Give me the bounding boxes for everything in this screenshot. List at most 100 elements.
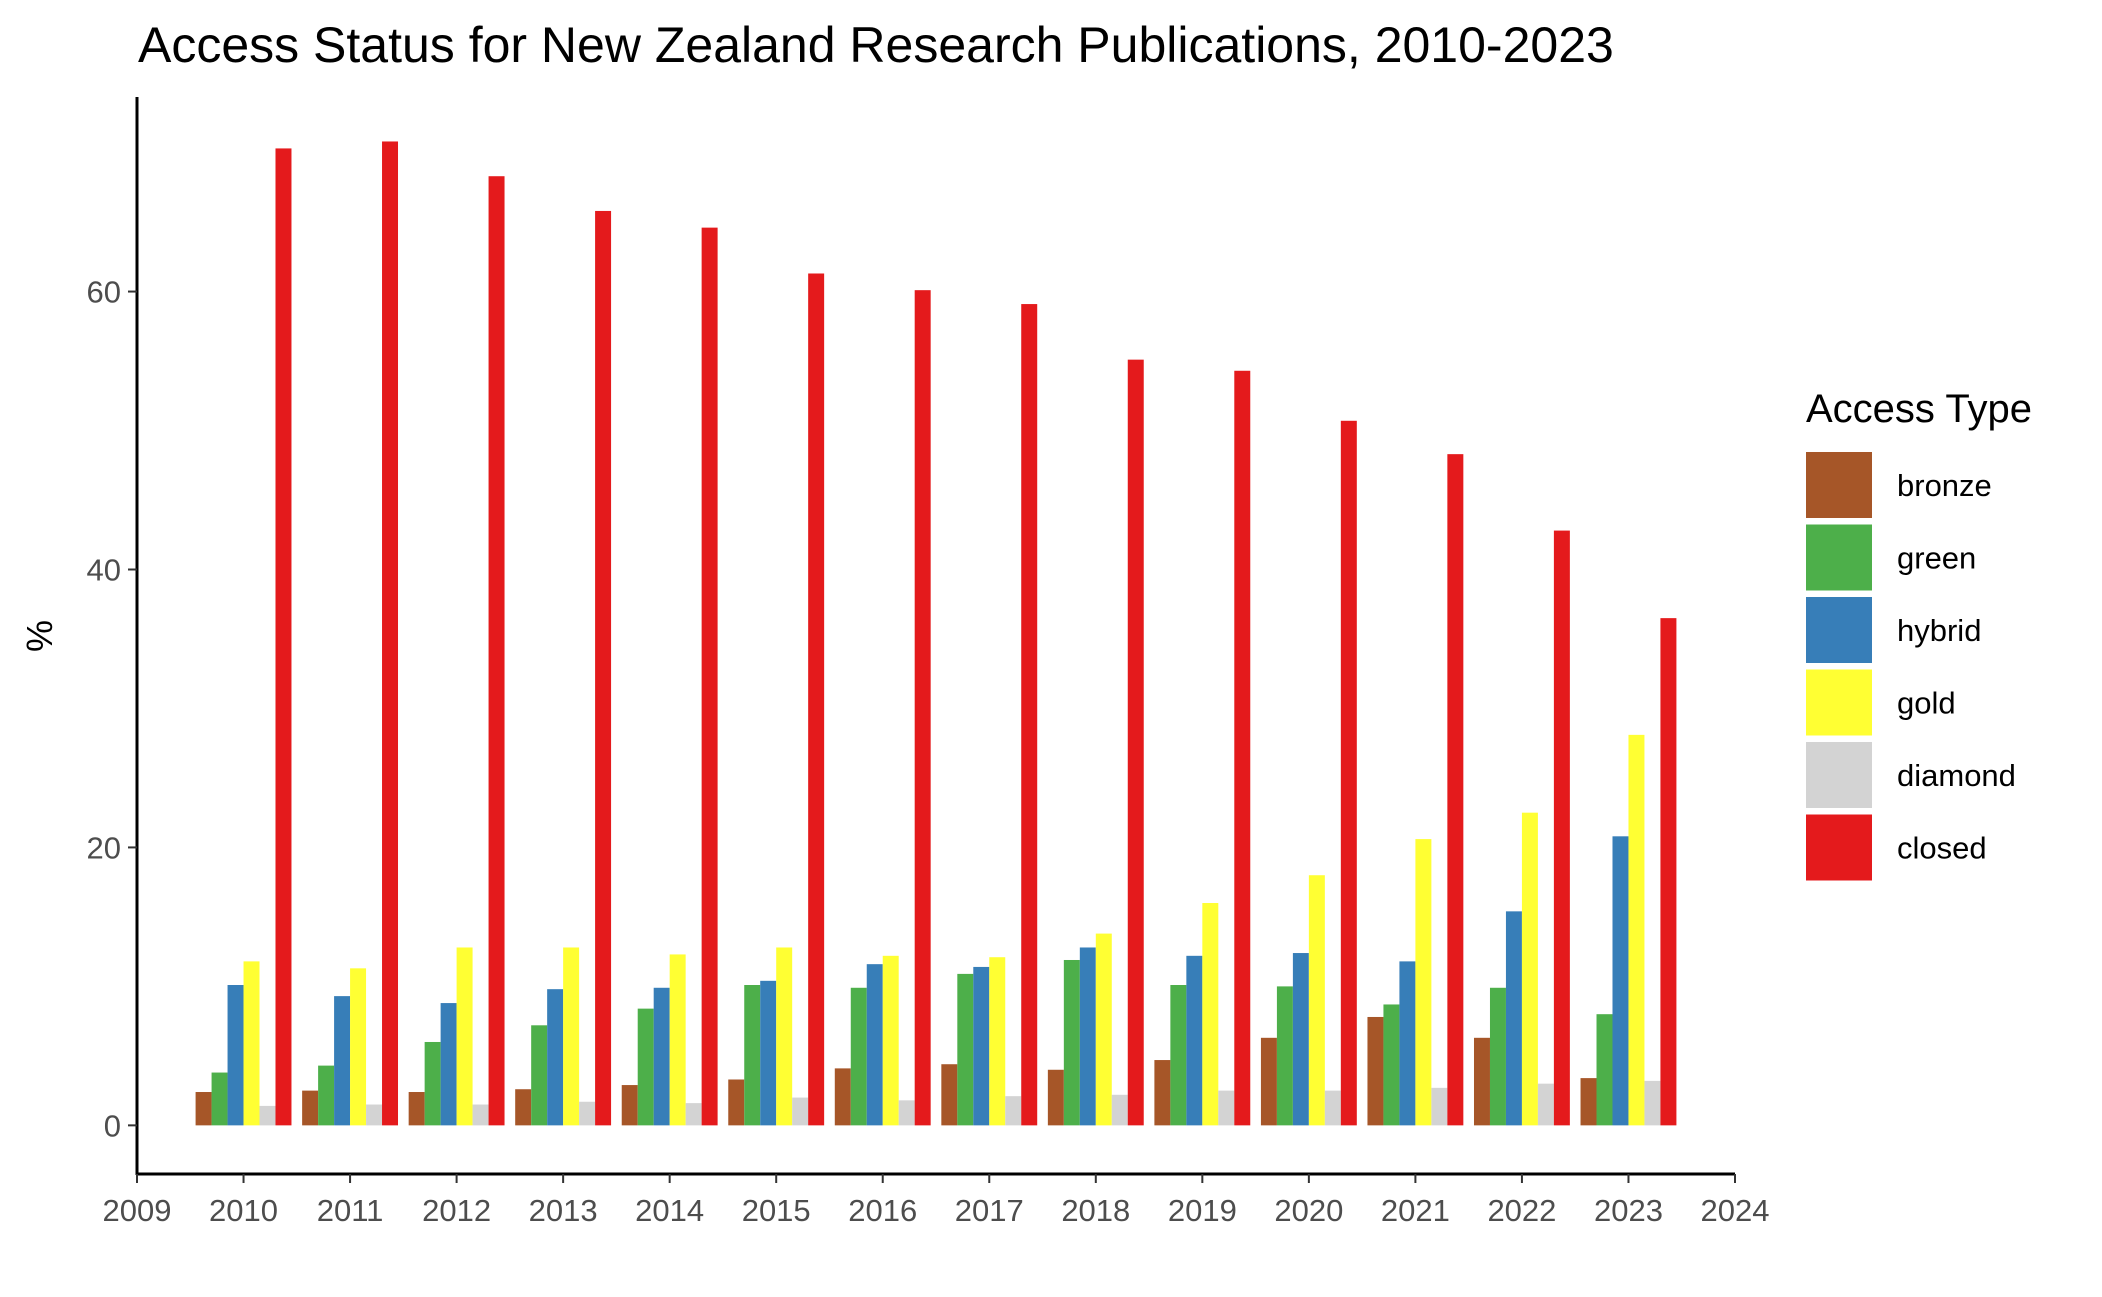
x-tick-label-2015: 2015 <box>742 1193 811 1228</box>
bar-hybrid-2015 <box>760 980 777 1126</box>
bar-green-2012 <box>424 1041 441 1126</box>
bar-gold-2011 <box>350 968 367 1126</box>
bar-closed-2014 <box>701 227 718 1126</box>
bar-bronze-2013 <box>515 1089 532 1126</box>
legend: Access Type bronze green hybrid gold diamond… <box>1806 387 2032 881</box>
bar-diamond-2016 <box>898 1100 915 1126</box>
bar-gold-2017 <box>989 957 1006 1126</box>
bar-diamond-2019 <box>1218 1090 1235 1126</box>
bar-diamond-2014 <box>685 1103 702 1126</box>
bar-hybrid-2021 <box>1399 961 1416 1126</box>
bar-hybrid-2023 <box>1612 836 1629 1126</box>
x-tick-label-2020: 2020 <box>1274 1193 1343 1228</box>
bar-green-2011 <box>318 1065 335 1126</box>
bar-green-2010 <box>211 1072 228 1126</box>
x-tick-label-2011: 2011 <box>317 1193 384 1228</box>
y-ticks-group: 0 20 40 60 <box>87 275 137 1143</box>
bar-diamond-2017 <box>1005 1096 1022 1126</box>
bar-closed-2022 <box>1553 530 1570 1126</box>
bar-hybrid-2012 <box>440 1003 457 1126</box>
bar-closed-2019 <box>1234 370 1251 1126</box>
bar-hybrid-2014 <box>653 987 670 1126</box>
bar-diamond-2013 <box>579 1101 596 1126</box>
bar-bronze-2016 <box>834 1068 851 1126</box>
bar-bronze-2018 <box>1047 1069 1064 1126</box>
bar-hybrid-2020 <box>1292 953 1309 1126</box>
bars-group <box>195 141 1677 1126</box>
bar-green-2017 <box>957 973 974 1126</box>
y-tick-label-20: 20 <box>87 830 121 865</box>
bar-bronze-2010 <box>195 1092 212 1126</box>
bar-hybrid-2019 <box>1186 955 1203 1126</box>
bar-closed-2018 <box>1127 359 1144 1126</box>
bar-bronze-2020 <box>1260 1037 1277 1126</box>
bar-bronze-2021 <box>1367 1016 1384 1126</box>
bar-diamond-2022 <box>1537 1083 1554 1126</box>
legend-key-gold <box>1806 669 1872 736</box>
bar-bronze-2012 <box>408 1092 425 1126</box>
bar-closed-2010 <box>275 148 292 1126</box>
chart-title: Access Status for New Zealand Research P… <box>138 17 1614 73</box>
legend-label-hybrid: hybrid <box>1897 613 1981 648</box>
x-tick-label-2023: 2023 <box>1594 1193 1663 1228</box>
legend-title: Access Type <box>1806 387 2032 431</box>
bar-hybrid-2010 <box>227 985 244 1126</box>
bar-diamond-2012 <box>472 1104 489 1126</box>
bar-closed-2013 <box>595 210 612 1126</box>
legend-items: bronze green hybrid gold diamond closed <box>1806 452 2016 881</box>
bar-gold-2019 <box>1202 903 1219 1126</box>
y-tick-label-60: 60 <box>87 275 121 310</box>
bar-green-2018 <box>1063 959 1080 1126</box>
bar-gold-2013 <box>563 947 580 1126</box>
bar-green-2021 <box>1383 1004 1400 1126</box>
bar-hybrid-2011 <box>334 996 351 1126</box>
bar-hybrid-2017 <box>973 966 990 1126</box>
bar-hybrid-2013 <box>547 989 564 1126</box>
bar-diamond-2010 <box>259 1105 276 1126</box>
legend-key-hybrid <box>1806 597 1872 663</box>
x-ticks-group: 2009 2010 2011 2012 2013 2014 2015 2016 2017 2018… <box>103 1174 1769 1228</box>
x-tick-label-2019: 2019 <box>1168 1193 1237 1228</box>
legend-key-diamond <box>1806 742 1872 808</box>
bar-gold-2015 <box>776 947 793 1126</box>
bar-gold-2012 <box>456 947 473 1126</box>
bar-gold-2023 <box>1628 734 1645 1126</box>
bar-diamond-2018 <box>1111 1094 1128 1126</box>
bar-closed-2023 <box>1660 618 1677 1126</box>
legend-label-gold: gold <box>1897 686 1956 721</box>
legend-key-bronze <box>1806 452 1872 518</box>
bar-closed-2017 <box>1021 304 1038 1126</box>
bar-green-2014 <box>637 1008 654 1126</box>
bar-green-2022 <box>1489 987 1506 1126</box>
bar-green-2023 <box>1596 1014 1613 1126</box>
bar-hybrid-2022 <box>1505 911 1522 1126</box>
legend-key-closed <box>1806 814 1872 881</box>
bar-bronze-2014 <box>621 1085 638 1126</box>
bar-diamond-2011 <box>366 1104 383 1126</box>
x-tick-label-2012: 2012 <box>422 1193 491 1228</box>
x-tick-label-2013: 2013 <box>529 1193 598 1228</box>
bar-diamond-2021 <box>1431 1087 1448 1126</box>
x-tick-label-2018: 2018 <box>1061 1193 1130 1228</box>
legend-label-diamond: diamond <box>1897 758 2016 793</box>
bar-gold-2018 <box>1095 933 1112 1126</box>
x-tick-label-2010: 2010 <box>209 1193 278 1228</box>
bar-green-2019 <box>1170 985 1187 1126</box>
bar-bronze-2017 <box>941 1064 958 1126</box>
bar-closed-2011 <box>382 141 399 1126</box>
y-tick-label-40: 40 <box>87 552 121 587</box>
bar-closed-2020 <box>1340 420 1357 1126</box>
legend-key-green <box>1806 524 1872 591</box>
y-axis-label: % <box>19 620 60 652</box>
bar-closed-2015 <box>808 273 825 1126</box>
bar-diamond-2020 <box>1324 1090 1341 1126</box>
bar-green-2013 <box>531 1025 548 1126</box>
bar-hybrid-2018 <box>1079 947 1096 1126</box>
bar-hybrid-2016 <box>866 964 883 1126</box>
legend-label-green: green <box>1897 541 1976 576</box>
bar-diamond-2015 <box>792 1097 809 1126</box>
legend-label-closed: closed <box>1897 831 1987 866</box>
bar-closed-2012 <box>488 176 505 1126</box>
x-tick-label-2014: 2014 <box>635 1193 704 1228</box>
bar-gold-2016 <box>882 955 899 1126</box>
